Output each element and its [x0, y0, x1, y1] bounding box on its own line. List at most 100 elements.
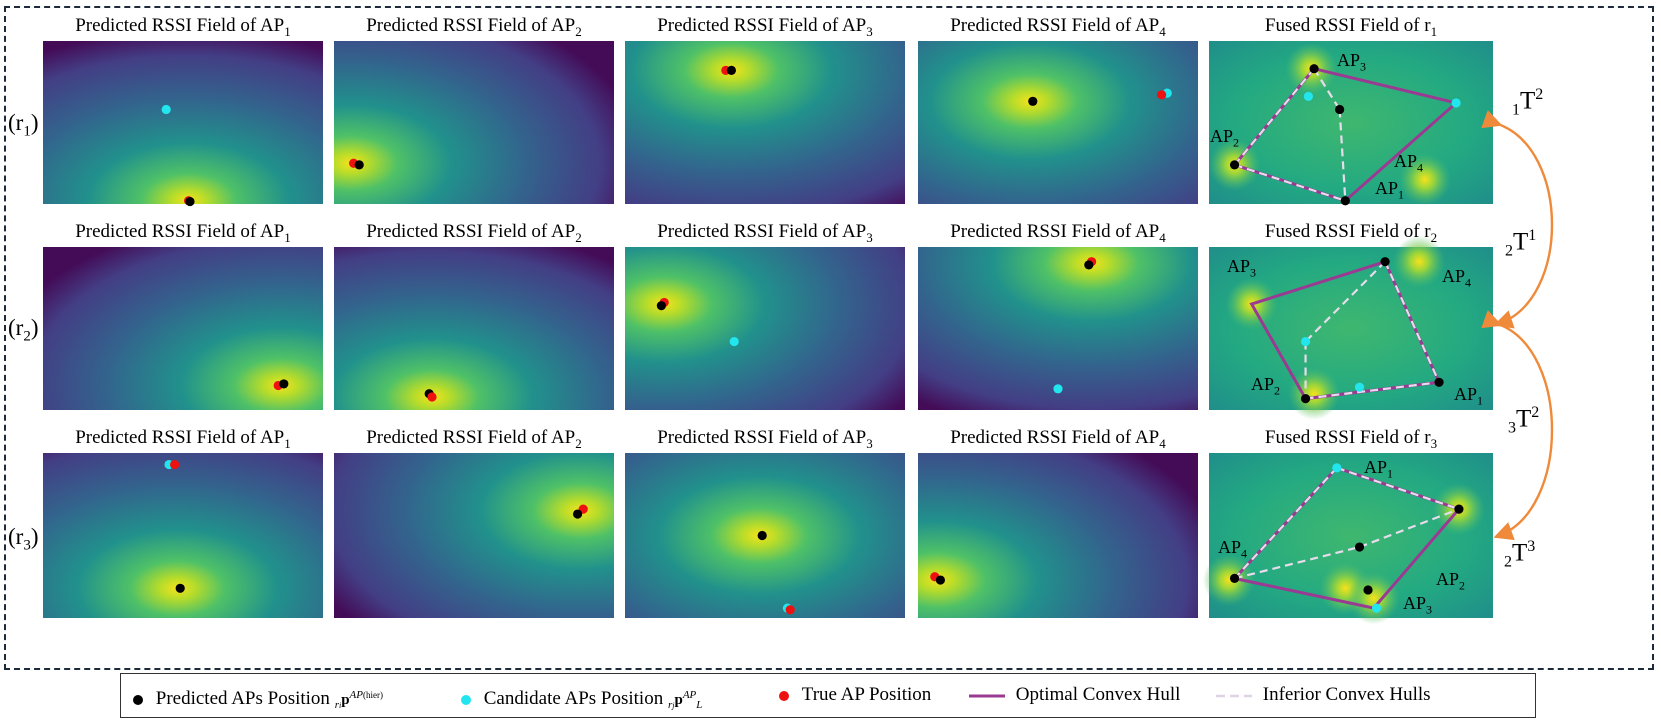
transition-label-2: 2T1 — [1505, 227, 1537, 260]
panel-title-r3-ap1: Predicted RSSI Field of AP1 — [75, 427, 291, 451]
panel-title-r3-ap3: Predicted RSSI Field of AP3 — [657, 427, 873, 451]
predicted-ap-marker — [1354, 542, 1365, 552]
heatmap-panel — [625, 41, 905, 204]
heatmap-panel — [334, 453, 614, 618]
panel-title-r1-ap2: Predicted RSSI Field of AP2 — [366, 15, 582, 39]
hull-label-r1-ap2: AP2 — [1210, 126, 1240, 150]
panel-title-r3-ap4: Predicted RSSI Field of AP4 — [950, 427, 1166, 451]
panel-title-r3-fused: Fused RSSI Field of r3 — [1264, 427, 1438, 451]
row-label-r3: (r3) — [8, 524, 39, 554]
transition-arc-2 — [1481, 310, 1554, 541]
panel-title-r3-ap2: Predicted RSSI Field of AP2 — [366, 427, 582, 451]
hull-label-r1-ap1: AP1 — [1375, 178, 1405, 202]
predicted-ap-marker — [175, 583, 185, 593]
transition-label-4: 2T3 — [1504, 538, 1536, 571]
heatmap-panel — [625, 247, 905, 410]
legend-item-predicted: Predicted APs Position ripAP(hier) — [133, 674, 383, 716]
predicted-ap-marker — [354, 160, 364, 170]
hull-label-r2-ap2: AP2 — [1251, 374, 1281, 398]
hull-label-r2-ap1: AP1 — [1454, 384, 1484, 408]
row-label-r1: (r1) — [8, 110, 39, 140]
candidate-ap-marker — [1332, 463, 1342, 473]
panel-title-r1-ap3: Predicted RSSI Field of AP3 — [657, 15, 873, 39]
fused-peak-glow — [1393, 235, 1446, 288]
fused-peak-glow — [1398, 153, 1451, 206]
optimal-line-icon — [969, 694, 1005, 698]
heatmap-panel — [918, 247, 1198, 410]
inferior-convex-hull-edge — [1336, 466, 1460, 511]
hull-label-r2-ap4: AP4 — [1442, 266, 1472, 290]
panel-title-r1-fused: Fused RSSI Field of r1 — [1264, 15, 1438, 39]
panel-title-r2-ap2: Predicted RSSI Field of AP2 — [366, 221, 582, 245]
panel-title-r1-ap1: Predicted RSSI Field of AP1 — [75, 15, 291, 39]
hull-label-r3-ap4: AP4 — [1218, 537, 1248, 561]
legend-item-true: True AP Position — [779, 674, 931, 716]
predicted-ap-marker — [1454, 504, 1464, 514]
panel-title-r1-ap4: Predicted RSSI Field of AP4 — [950, 15, 1166, 39]
predicted-ap-marker — [656, 301, 667, 311]
inferior-convex-hull-edge — [1304, 260, 1386, 343]
predicted-ap-marker — [1363, 585, 1373, 595]
candidate-ap-marker — [1300, 336, 1311, 347]
predicted-ap-marker — [1380, 257, 1390, 267]
fused-peak-glow — [1288, 367, 1341, 420]
hull-label-r3-ap2: AP2 — [1436, 569, 1466, 593]
hull-label-r1-ap4: AP4 — [1394, 151, 1424, 175]
predicted-ap-marker — [1084, 260, 1094, 270]
legend-item-inferior: Inferior Convex Hulls — [1216, 674, 1431, 716]
predicted-ap-marker — [757, 530, 767, 541]
heatmap-panel — [43, 41, 323, 204]
legend-candidate-math: rjpAPL — [667, 689, 703, 711]
transition-arc-1 — [1481, 110, 1554, 329]
inferior-convex-hull-edge — [1359, 508, 1460, 549]
predicted-dot-icon — [133, 694, 143, 705]
candidate-ap-marker — [1451, 98, 1461, 108]
candidate-ap-marker — [729, 336, 739, 347]
true-dot-icon — [779, 690, 789, 701]
predicted-ap-marker — [726, 65, 737, 75]
hull-label-r1-ap3: AP3 — [1337, 50, 1367, 74]
panel-title-r2-fused: Fused RSSI Field of r2 — [1264, 221, 1438, 245]
candidate-dot-icon — [461, 694, 471, 705]
legend-predicted-math: ripAP(hier) — [334, 689, 383, 711]
predicted-ap-marker — [573, 509, 583, 519]
panel-title-r2-ap3: Predicted RSSI Field of AP3 — [657, 221, 873, 245]
heatmap-panel — [334, 41, 614, 204]
inferior-convex-hull-edge — [1233, 68, 1315, 166]
predicted-ap-marker — [1229, 160, 1240, 170]
inferior-convex-hull-edge — [1384, 261, 1441, 383]
inferior-convex-hull-edge — [1313, 68, 1341, 111]
hull-label-r2-ap3: AP3 — [1227, 256, 1257, 280]
row-label-r2: (r2) — [8, 315, 39, 345]
predicted-ap-marker — [1309, 64, 1319, 74]
legend-item-candidate: Candidate APs Position rjpAPL — [461, 674, 702, 716]
transition-label-1: 1T2 — [1512, 86, 1544, 119]
dashed-frame — [4, 6, 1654, 670]
inferior-convex-hull-edge — [1305, 381, 1440, 400]
true-ap-marker — [785, 605, 795, 615]
candidate-ap-marker — [1371, 603, 1382, 613]
heatmap-panel — [43, 453, 323, 618]
candidate-ap-marker — [1303, 91, 1313, 102]
true-ap-marker — [427, 392, 437, 402]
predicted-ap-marker — [1434, 377, 1444, 387]
candidate-ap-marker — [1053, 384, 1063, 394]
heatmap-panel — [334, 247, 614, 410]
transition-label-3: 3T2 — [1508, 404, 1540, 437]
predicted-ap-marker — [1340, 196, 1350, 206]
predicted-ap-marker — [185, 196, 195, 207]
predicted-ap-marker — [1229, 573, 1240, 584]
predicted-ap-marker — [1028, 96, 1038, 106]
predicted-ap-marker — [1335, 104, 1345, 115]
inferior-convex-hull-edge — [1338, 109, 1347, 201]
true-ap-marker — [1157, 90, 1167, 100]
predicted-ap-marker — [1300, 393, 1311, 404]
predicted-ap-marker — [935, 575, 946, 585]
candidate-ap-marker — [1354, 382, 1365, 392]
legend: Predicted APs Position ripAP(hier) Candi… — [120, 673, 1536, 718]
hull-label-r3-ap3: AP3 — [1403, 593, 1433, 617]
true-ap-marker — [170, 459, 180, 470]
panel-title-r2-ap4: Predicted RSSI Field of AP4 — [950, 221, 1166, 245]
